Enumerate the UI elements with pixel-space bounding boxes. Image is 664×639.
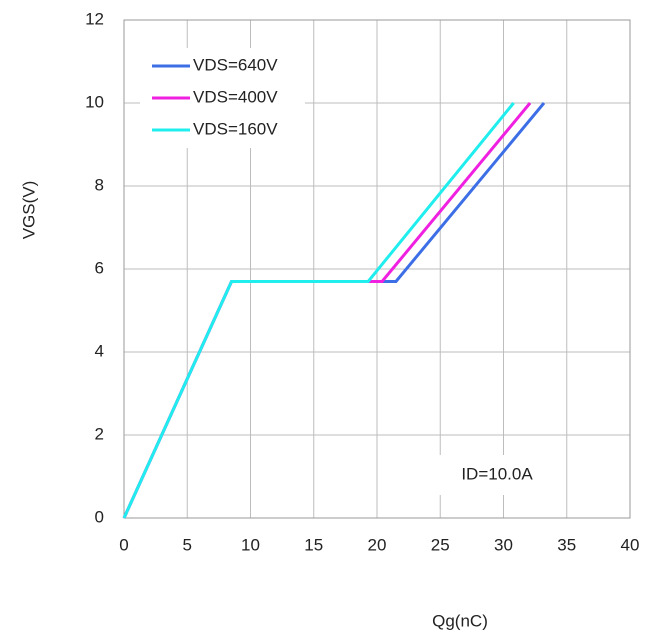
annotation: ID=10.0A xyxy=(461,464,533,483)
y-tick-label: 8 xyxy=(95,175,104,194)
x-axis-label: Qg(nC) xyxy=(432,611,488,630)
legend-label: VDS=400V xyxy=(193,87,278,106)
x-tick-label: 15 xyxy=(304,535,323,554)
series-line xyxy=(122,102,515,519)
y-tick-label: 4 xyxy=(95,341,104,360)
x-tick-label: 10 xyxy=(241,535,260,554)
plot-frame xyxy=(123,19,631,519)
y-tick-label: 6 xyxy=(95,258,104,277)
legend-label: VDS=160V xyxy=(193,119,278,138)
legend-label: VDS=640V xyxy=(193,55,278,74)
y-tick-label: 0 xyxy=(95,507,104,526)
annotation-box xyxy=(432,455,562,495)
x-tick-label: 20 xyxy=(368,535,387,554)
x-tick-label: 30 xyxy=(494,535,513,554)
y-tick-label: 12 xyxy=(85,9,104,28)
x-tick-label: 0 xyxy=(119,535,128,554)
y-tick-label: 2 xyxy=(95,424,104,443)
y-axis-label: VGS(V) xyxy=(19,181,38,240)
y-tick-label: 10 xyxy=(85,92,104,111)
x-tick-label: 40 xyxy=(621,535,640,554)
x-tick-label: 5 xyxy=(183,535,192,554)
x-tick-label: 25 xyxy=(431,535,450,554)
x-tick-label: 35 xyxy=(557,535,576,554)
